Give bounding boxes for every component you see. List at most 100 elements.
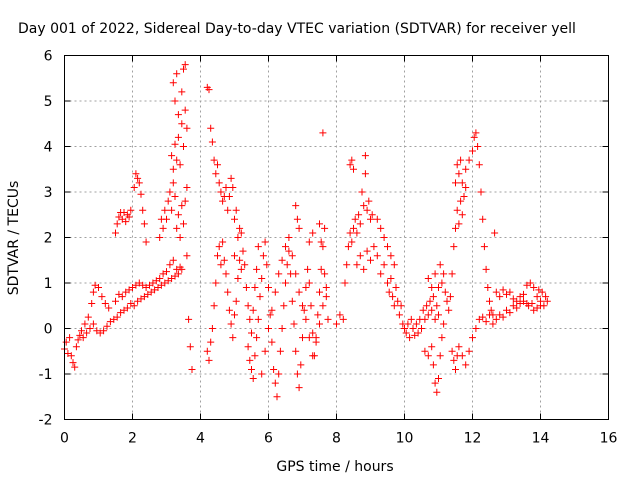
data-point [487,306,495,314]
data-point [210,156,218,164]
data-point [458,179,466,187]
data-point [139,206,147,214]
data-point [433,302,441,310]
x-tick-label: 2 [128,431,137,447]
data-point [373,252,381,260]
data-point [263,261,271,269]
data-point [244,302,252,310]
data-point [208,325,216,332]
data-point [265,325,272,332]
data-point [506,309,514,317]
data-point [394,297,402,305]
data-point [254,315,262,323]
data-point [251,284,259,292]
data-point [361,152,369,160]
data-point [389,293,397,301]
data-point [137,190,145,198]
data-point [159,224,167,232]
data-point [79,334,87,342]
data-point [173,156,181,164]
data-point [217,188,225,196]
data-point [174,111,182,119]
chart-title: Day 001 of 2022, Sidereal Day-to-day VTE… [18,21,576,37]
y-tick-label: 6 [44,49,53,65]
data-point [446,293,454,301]
data-point [169,79,177,87]
y-tick-label: -1 [39,367,53,383]
data-point [309,352,317,360]
data-point [290,320,298,328]
data-point [348,156,356,164]
data-point [244,343,252,351]
data-point [305,334,313,342]
data-point [424,352,432,360]
data-point [95,284,102,292]
data-point [249,306,257,314]
data-point [166,188,174,196]
data-point [181,197,189,205]
data-point [171,140,179,148]
x-tick-label: 16 [600,431,618,447]
data-point [479,215,487,223]
data-point [169,179,177,187]
data-point [292,202,300,210]
data-point [407,315,415,323]
y-tick-label: -2 [39,413,53,429]
data-point [142,238,150,246]
data-point [543,297,551,305]
data-point [373,215,381,223]
y-tick-label: 2 [44,231,53,247]
data-point [429,293,437,301]
data-point [297,361,305,369]
data-point [258,274,266,282]
data-point [316,220,323,228]
data-point [299,334,306,342]
data-point [212,279,220,287]
data-point [210,302,218,310]
data-point [492,288,500,296]
data-point [232,206,240,214]
data-point [234,274,242,282]
data-point [214,252,221,260]
data-point [173,70,181,78]
data-point [300,306,308,314]
data-point [295,224,303,232]
y-tick-label: 5 [44,94,53,110]
data-point [312,338,320,346]
data-point [224,206,232,214]
data-point [397,302,405,310]
data-point [268,338,276,346]
data-point [225,306,233,314]
data-points [61,61,551,401]
data-point [66,334,74,342]
data-point [380,234,388,241]
data-point [341,279,349,287]
data-point [436,261,444,269]
data-point [256,293,264,301]
data-point [219,238,227,246]
data-point [186,343,194,351]
data-point [176,161,184,169]
data-point [319,302,327,310]
data-point [448,270,456,278]
data-point [465,156,473,164]
data-point [271,379,279,387]
data-point [278,325,286,332]
data-point [166,261,174,269]
data-point [316,288,323,296]
data-point [176,263,184,271]
data-point [424,274,432,282]
data-point [462,183,470,191]
data-point [113,313,121,321]
data-point [231,252,238,260]
data-point [472,129,480,137]
data-point [239,247,247,255]
data-point [278,256,286,264]
data-point [479,313,487,321]
data-point [203,347,211,355]
data-point [436,352,444,360]
data-point [302,284,310,292]
data-point [474,143,482,150]
data-point [105,304,113,312]
data-point [83,329,91,337]
